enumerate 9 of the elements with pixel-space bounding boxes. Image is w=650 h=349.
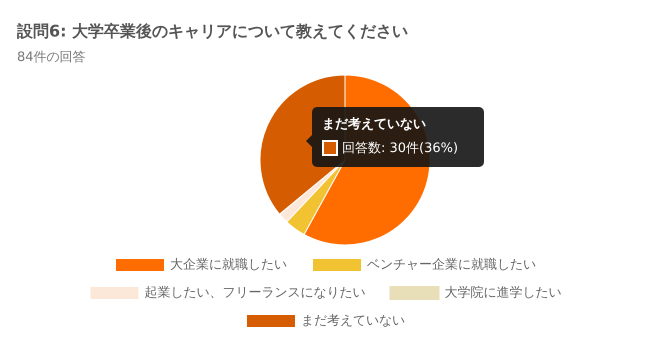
- legend-label: 大企業に就職したい: [170, 258, 287, 272]
- text: 回答数: 30件(36%): [342, 140, 458, 157]
- legend-label: 起業したい、フリーランスになりたい: [144, 286, 366, 300]
- chart-title: 設問6: 大学卒業後のキャリアについて教えてください: [16, 22, 408, 40]
- text: まだ考えていない: [322, 117, 426, 132]
- legend-label: ベンチャー企業に就職したい: [367, 258, 536, 272]
- legend-label: まだ考えていない: [301, 314, 405, 328]
- legend-label: 大学院に進学したい: [444, 286, 562, 300]
- chart-subtitle: 84件の回答: [17, 50, 86, 65]
